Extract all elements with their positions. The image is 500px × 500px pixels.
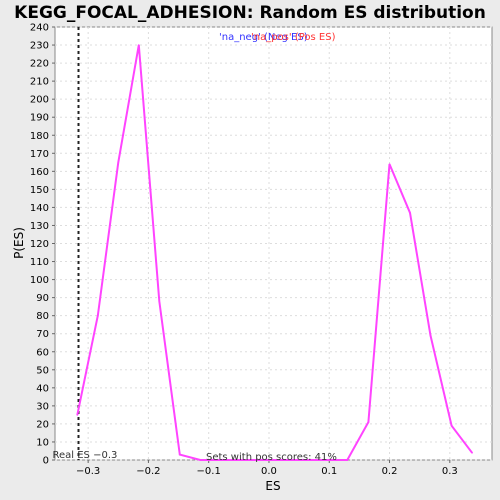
es-density-point — [301, 459, 304, 461]
x-tick-label: −0.3 — [76, 466, 100, 477]
es-density-point — [429, 334, 432, 337]
es-density-point — [450, 424, 453, 427]
y-tick-label: 240 — [30, 23, 49, 34]
x-tick-label: −0.2 — [136, 466, 160, 477]
y-tick-label: 10 — [36, 437, 49, 448]
y-tick-label: 0 — [43, 456, 49, 467]
es-density-point — [367, 421, 370, 423]
y-tick-label: 230 — [30, 41, 49, 52]
es-density-point — [260, 459, 263, 461]
y-tick-label: 160 — [30, 167, 49, 178]
y-tick-label: 130 — [30, 221, 49, 232]
es-density-point — [178, 453, 181, 456]
es-density-point — [137, 44, 140, 46]
es-density-point — [346, 459, 349, 461]
es-density-point — [240, 459, 243, 461]
y-tick-label: 140 — [30, 203, 49, 214]
y-tick-label: 120 — [30, 239, 49, 250]
x-tick-label: 0.3 — [442, 466, 458, 477]
legend-neg-entry: 'na_neg' (Neg ES) — [219, 32, 308, 43]
y-tick-label: 190 — [30, 113, 49, 124]
es-density-point — [158, 300, 161, 303]
y-tick-label: 150 — [30, 185, 49, 196]
y-tick-label: 70 — [36, 329, 49, 340]
x-tick-label: 0.1 — [321, 466, 337, 477]
x-axis-ticks: −0.3 −0.2 −0.1 0.0 0.1 0.2 0.3 — [76, 460, 458, 477]
y-tick-label: 180 — [30, 131, 49, 142]
es-density-point — [117, 161, 120, 164]
es-density-line — [76, 44, 473, 461]
y-tick-label: 50 — [36, 365, 49, 376]
es-density-point — [322, 459, 325, 461]
plot-area — [54, 26, 493, 461]
y-tick-label: 210 — [30, 77, 49, 88]
grid-lines — [55, 26, 492, 461]
es-density-point — [76, 414, 79, 416]
x-tick-label: 0.2 — [382, 466, 398, 477]
es-density-point — [96, 314, 99, 317]
y-tick-label: 90 — [36, 293, 49, 304]
y-tick-label: 170 — [30, 149, 49, 160]
x-axis-label: ES — [265, 479, 280, 493]
pos-scores-annotation: Sets with pos scores: 41% — [206, 452, 337, 463]
series-group — [76, 44, 473, 461]
y-tick-label: 60 — [36, 347, 49, 358]
y-tick-label: 200 — [30, 95, 49, 106]
y-tick-label: 220 — [30, 59, 49, 70]
es-density-point — [199, 459, 202, 461]
es-density-point — [219, 459, 222, 461]
y-tick-label: 40 — [36, 383, 49, 394]
y-tick-label: 110 — [30, 257, 49, 268]
y-axis-ticks: 0 10 20 30 40 50 60 70 80 90 100 110 120 130 140 150 160… — [30, 23, 55, 467]
es-density-point — [471, 451, 473, 454]
real-es-label: Real ES −0.3 — [53, 450, 118, 461]
y-tick-label: 20 — [36, 419, 49, 430]
y-tick-label: 80 — [36, 311, 49, 322]
es-density-point — [281, 459, 284, 461]
y-axis-label: P(ES) — [12, 227, 26, 259]
y-tick-label: 100 — [30, 275, 49, 286]
x-tick-label: 0.0 — [261, 466, 277, 477]
es-density-point — [388, 163, 391, 165]
legend-pos-entry: 'na_pos' (Pos ES) — [251, 32, 336, 43]
es-density-point — [409, 212, 411, 214]
chart-title: KEGG_FOCAL_ADHESION: Random ES distribut… — [14, 3, 486, 23]
y-tick-label: 30 — [36, 401, 49, 412]
x-tick-label: −0.1 — [197, 466, 221, 477]
